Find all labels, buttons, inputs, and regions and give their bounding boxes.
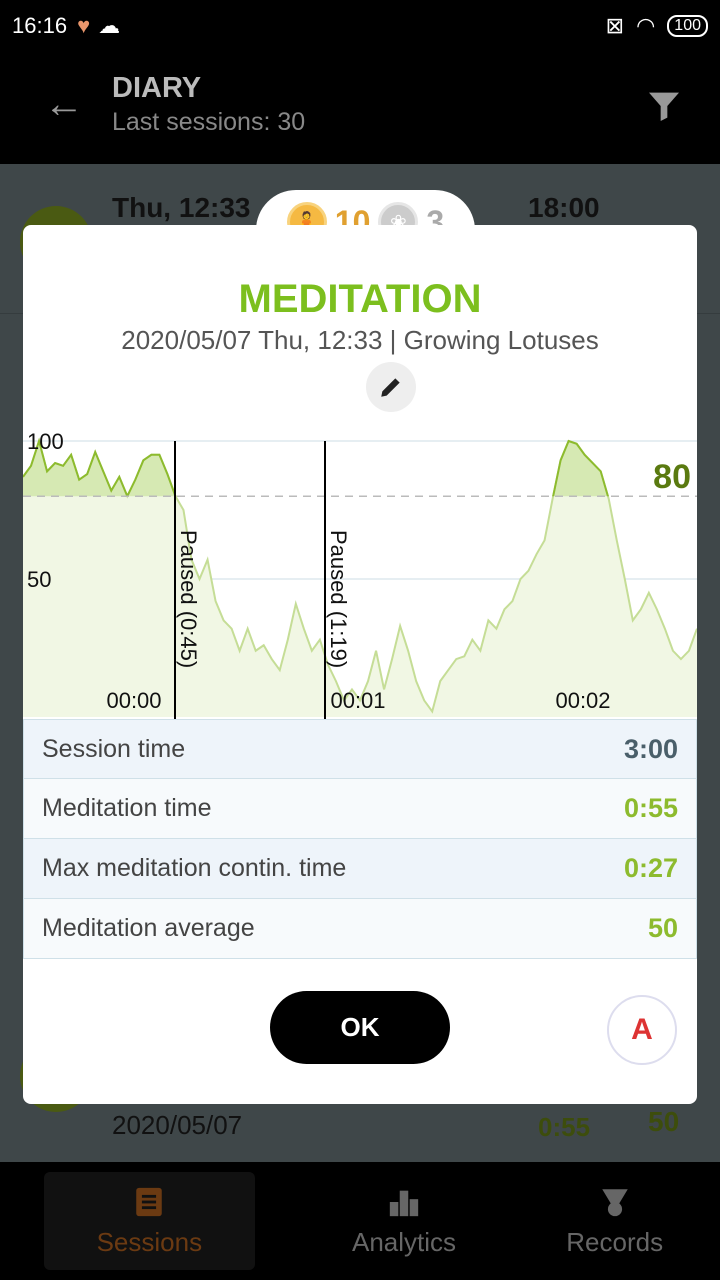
stat-label: Meditation average: [42, 914, 255, 942]
battery-icon: 100: [667, 15, 708, 37]
stat-value: 0:55: [623, 793, 678, 823]
stat-row-meditation-average: Meditation average 50: [23, 899, 697, 959]
nav-records[interactable]: Records: [509, 1162, 720, 1280]
status-bar: 16:16 ♥ ☁ ⊠ ◠ 100: [0, 0, 720, 52]
stat-label: Max meditation contin. time: [42, 854, 347, 882]
wifi-icon: ◠: [636, 13, 656, 38]
y-tick-label: 50: [27, 567, 51, 592]
area-fill-above-threshold: [23, 441, 608, 497]
threshold-label: 80: [653, 458, 691, 496]
row-date: 2020/05/07: [112, 1110, 243, 1140]
ok-button[interactable]: OK: [270, 991, 450, 1064]
row-score: 50: [648, 1106, 680, 1137]
nav-analytics[interactable]: Analytics: [299, 1162, 510, 1280]
nav-analytics-label: Analytics: [351, 1226, 457, 1257]
status-time: 16:16: [12, 13, 68, 38]
row-title: Thu, 12:33: [112, 192, 251, 223]
page-title: DIARY: [112, 72, 202, 104]
nav-sessions-label: Sessions: [96, 1226, 203, 1257]
medal-icon: [601, 1188, 628, 1216]
y-tick-label: 100: [27, 430, 64, 454]
series-line-above-threshold: [23, 437, 609, 497]
stat-row-meditation-time: Meditation time 0:55: [23, 779, 697, 839]
app-bar: ← DIARY Last sessions: 30: [0, 52, 720, 164]
filter-icon[interactable]: [644, 86, 684, 126]
x-tick-label: 00:00: [106, 688, 161, 713]
row-time: 0:55: [538, 1112, 591, 1142]
bottom-nav: Sessions Analytics Records: [0, 1162, 720, 1280]
stat-value: 0:27: [623, 853, 678, 883]
row-value: 18:00: [528, 192, 600, 223]
stat-row-max-contin-time: Max meditation contin. time 0:27: [23, 839, 697, 899]
stat-value: 50: [647, 913, 678, 943]
dialog-subtitle: 2020/05/07 Thu, 12:33 | Growing Lotuses: [121, 325, 599, 355]
edit-button[interactable]: [366, 362, 416, 412]
area-fill: [23, 441, 697, 717]
x-tick-label: 00:01: [330, 688, 385, 713]
pencil-icon: [381, 378, 400, 397]
sessions-icon: [136, 1187, 163, 1216]
dialog-title: MEDITATION: [238, 277, 482, 321]
heart-icon: ♥: [77, 13, 91, 38]
sim-icon: ⊠: [605, 13, 625, 38]
back-arrow-icon[interactable]: ←: [44, 82, 84, 126]
stat-label: Session time: [42, 734, 186, 763]
stat-value: 3:00: [623, 733, 678, 764]
meditation-chart: 80 100 50 00:00 00:01 00:02 Paused (0:45) Pause…: [23, 430, 697, 720]
session-dialog: MEDITATION 2020/05/07 Thu, 12:33 | Growi…: [23, 225, 697, 1104]
a-button[interactable]: A: [607, 995, 677, 1065]
pause-label: Paused (0:45): [176, 530, 201, 668]
bar-chart-icon: [389, 1190, 419, 1216]
pause-label: Paused (1:19): [326, 530, 351, 668]
cloud-icon: ☁: [98, 13, 121, 38]
nav-records-label: Records: [566, 1226, 664, 1257]
nav-sessions[interactable]: Sessions: [44, 1172, 255, 1270]
page-subtitle: Last sessions: 30: [112, 108, 306, 136]
stats-table: Session time 3:00 Meditation time 0:55 Max…: [23, 719, 697, 959]
stat-row-session-time: Session time 3:00: [23, 719, 697, 779]
stat-label: Meditation time: [42, 794, 212, 822]
x-tick-label: 00:02: [555, 688, 610, 713]
